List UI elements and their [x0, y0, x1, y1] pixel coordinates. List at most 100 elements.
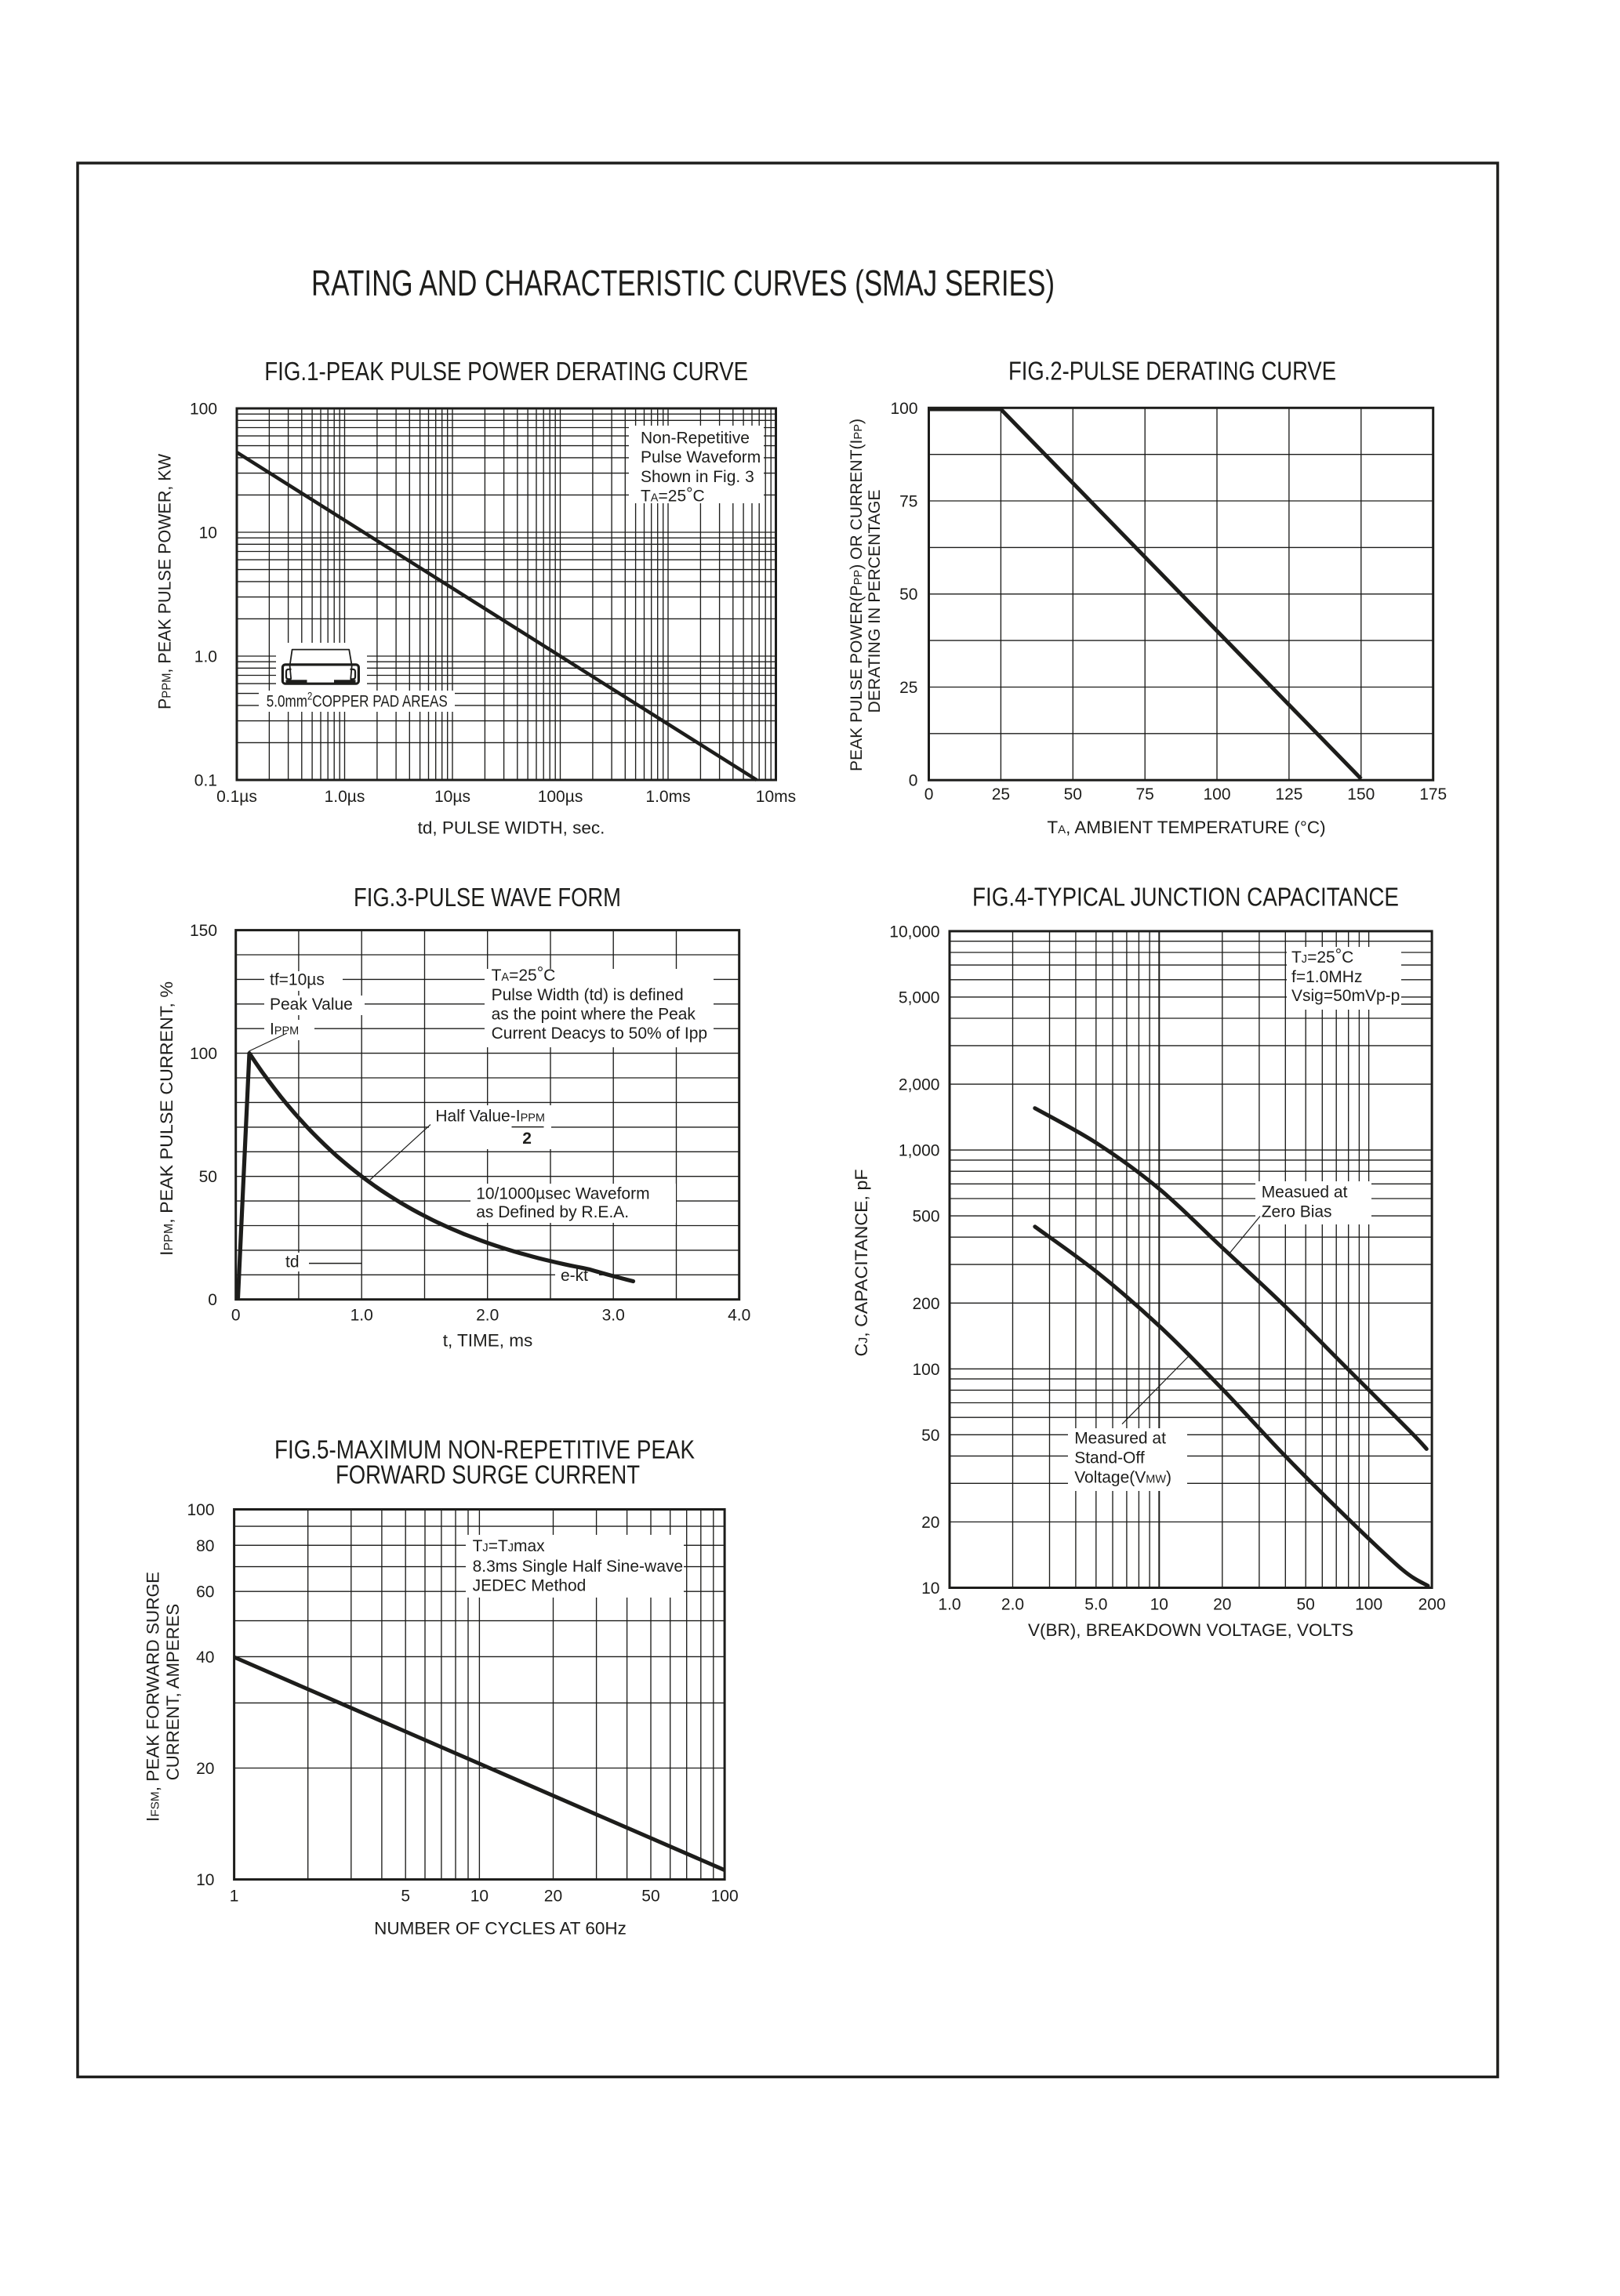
- svg-text:0: 0: [924, 785, 934, 803]
- svg-text:C: C: [1342, 949, 1353, 967]
- svg-text:FIG.3-PULSE WAVE FORM: FIG.3-PULSE WAVE FORM: [354, 883, 621, 912]
- svg-text:100: 100: [187, 1501, 215, 1519]
- svg-text:°: °: [1335, 946, 1342, 964]
- svg-text:2.0: 2.0: [476, 1306, 499, 1324]
- svg-text:50: 50: [1064, 785, 1082, 803]
- svg-text:MW: MW: [1146, 1473, 1166, 1485]
- svg-text:Half Value-I: Half Value-I: [435, 1107, 520, 1125]
- svg-text:C: C: [693, 488, 705, 506]
- svg-text:max: max: [514, 1537, 545, 1555]
- svg-text:I: I: [143, 1817, 163, 1822]
- svg-text:T: T: [1047, 818, 1058, 837]
- svg-text:0: 0: [231, 1306, 241, 1324]
- svg-text:4.0: 4.0: [728, 1306, 750, 1324]
- svg-text:): ): [847, 419, 866, 424]
- svg-text:Stand-Off: Stand-Off: [1074, 1449, 1145, 1467]
- svg-text:µ: µ: [307, 971, 316, 989]
- svg-text:td, PULSE WIDTH, sec.: td, PULSE WIDTH, sec.: [418, 818, 605, 838]
- svg-text:=25: =25: [509, 967, 537, 985]
- svg-text:100: 100: [190, 401, 217, 419]
- svg-text:2.0: 2.0: [1001, 1596, 1024, 1614]
- svg-text:PPM: PPM: [274, 1025, 299, 1038]
- svg-text:, PEAK FORWARD SURGE: , PEAK FORWARD SURGE: [143, 1572, 163, 1791]
- svg-text:50: 50: [921, 1427, 939, 1445]
- svg-text:as the point where the Peak: as the point where the Peak: [492, 1006, 696, 1024]
- svg-text:0: 0: [208, 1291, 217, 1309]
- svg-text:C: C: [543, 967, 555, 985]
- svg-text:T: T: [473, 1537, 483, 1555]
- svg-text:Current Deacys to 50% of Ipp: Current Deacys to 50% of Ipp: [492, 1025, 707, 1043]
- svg-text:A: A: [651, 492, 659, 505]
- svg-text:2,000: 2,000: [899, 1076, 940, 1094]
- svg-text:V(BR), BREAKDOWN VOLTAGE, VOLT: V(BR), BREAKDOWN VOLTAGE, VOLTS: [1028, 1620, 1353, 1640]
- svg-text:50: 50: [1297, 1596, 1315, 1614]
- svg-text:t, TIME, ms: t, TIME, ms: [443, 1331, 533, 1351]
- svg-text:, CAPACITANCE, pF: , CAPACITANCE, pF: [852, 1170, 871, 1337]
- svg-text:T: T: [641, 488, 651, 506]
- svg-text:FIG.5-MAXIMUM NON-REPETITIVE P: FIG.5-MAXIMUM NON-REPETITIVE PEAK: [274, 1435, 695, 1464]
- svg-text:s: s: [316, 971, 325, 989]
- svg-text:°: °: [1300, 818, 1307, 837]
- svg-text:10: 10: [199, 524, 217, 542]
- svg-text:100: 100: [711, 1887, 739, 1905]
- svg-text:C: C: [852, 1344, 871, 1357]
- svg-text:10: 10: [470, 1887, 489, 1905]
- svg-text:1.0ms: 1.0ms: [645, 788, 690, 806]
- svg-text:40: 40: [196, 1649, 214, 1667]
- svg-text:50: 50: [641, 1887, 659, 1905]
- svg-text:, AMBIENT TEMPERATURE (: , AMBIENT TEMPERATURE (: [1066, 818, 1300, 837]
- svg-text:, PEAK PULSE POWER, KW: , PEAK PULSE POWER, KW: [155, 453, 175, 673]
- svg-text:PP: PP: [852, 424, 865, 440]
- svg-text:0: 0: [909, 772, 918, 790]
- svg-text:500: 500: [913, 1208, 940, 1226]
- svg-text:5.0mm: 5.0mm: [267, 693, 307, 711]
- svg-text:JEDEC Method: JEDEC Method: [473, 1577, 587, 1595]
- svg-text:e-kt: e-kt: [561, 1267, 588, 1285]
- svg-text:°: °: [686, 485, 692, 503]
- svg-text:CURRENT, AMPERES: CURRENT, AMPERES: [163, 1604, 183, 1781]
- svg-text:FIG.4-TYPICAL JUNCTION CAPACIT: FIG.4-TYPICAL JUNCTION CAPACITANCE: [972, 882, 1399, 911]
- svg-text:10: 10: [921, 1580, 939, 1598]
- svg-text:0.1µs: 0.1µs: [216, 788, 257, 806]
- svg-text:T: T: [1291, 949, 1302, 967]
- svg-text:I: I: [157, 1251, 176, 1257]
- svg-text:80: 80: [196, 1537, 214, 1555]
- svg-text:µ: µ: [536, 1185, 545, 1203]
- svg-text:50: 50: [899, 586, 917, 604]
- svg-text:Pulse Waveform: Pulse Waveform: [641, 448, 761, 466]
- svg-text:C): C): [1307, 818, 1326, 837]
- svg-text:I: I: [270, 1021, 274, 1039]
- svg-text:A: A: [501, 971, 509, 984]
- svg-text:100: 100: [1204, 785, 1231, 803]
- svg-text:60: 60: [196, 1583, 214, 1601]
- svg-text:25: 25: [899, 679, 917, 697]
- svg-text:PP: PP: [852, 570, 865, 586]
- svg-text:=25: =25: [1307, 949, 1335, 967]
- svg-text:75: 75: [1136, 785, 1154, 803]
- svg-text:10/1000: 10/1000: [476, 1185, 536, 1203]
- svg-text:FORWARD SURGE CURRENT: FORWARD SURGE CURRENT: [336, 1460, 640, 1489]
- svg-text:COPPER PAD AREAS: COPPER PAD AREAS: [312, 693, 448, 711]
- svg-text:100: 100: [1355, 1596, 1382, 1614]
- svg-text:1.0: 1.0: [351, 1306, 373, 1324]
- svg-text:=25: =25: [659, 488, 687, 506]
- svg-text:): ): [1166, 1468, 1171, 1486]
- svg-text:150: 150: [1347, 785, 1375, 803]
- svg-text:20: 20: [1213, 1596, 1231, 1614]
- svg-text:DERATING IN PERCENTAGE: DERATING IN PERCENTAGE: [865, 490, 884, 713]
- svg-text:1.0µs: 1.0µs: [325, 788, 365, 806]
- svg-text:sec Waveform: sec Waveform: [545, 1185, 649, 1203]
- svg-text:1.0: 1.0: [938, 1596, 961, 1614]
- svg-text:200: 200: [913, 1295, 940, 1313]
- svg-text:PPM: PPM: [521, 1112, 545, 1124]
- svg-text:FIG.2-PULSE DERATING CURVE: FIG.2-PULSE DERATING CURVE: [1008, 357, 1336, 386]
- svg-text:50: 50: [199, 1168, 217, 1186]
- svg-text:Non-Repetitive: Non-Repetitive: [641, 430, 750, 448]
- svg-text:RATING AND CHARACTERISTIC CURV: RATING AND CHARACTERISTIC CURVES (SMAJ S…: [311, 263, 1055, 303]
- svg-text:10µs: 10µs: [434, 788, 470, 806]
- svg-text:75: 75: [899, 493, 917, 511]
- svg-text:PPM: PPM: [162, 1224, 176, 1251]
- svg-text:0.1: 0.1: [194, 772, 217, 790]
- svg-text:10,000: 10,000: [889, 923, 939, 941]
- svg-text:200: 200: [1418, 1596, 1446, 1614]
